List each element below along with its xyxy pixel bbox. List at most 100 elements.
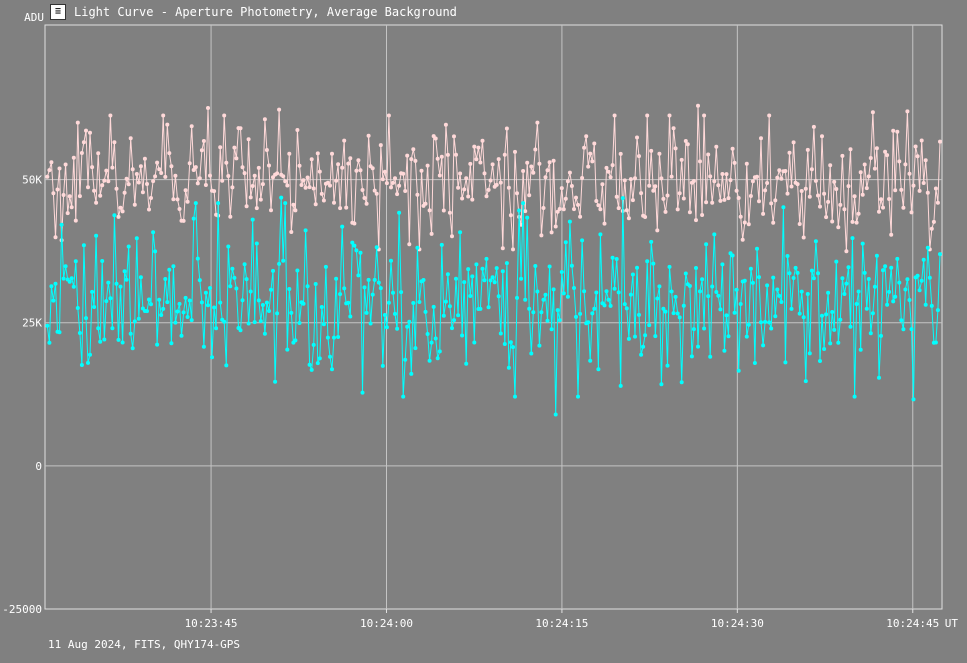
data-point	[551, 158, 556, 163]
data-point	[885, 153, 890, 158]
data-point	[689, 354, 694, 359]
data-point	[921, 181, 926, 185]
data-point	[535, 120, 540, 125]
data-point	[580, 176, 585, 180]
data-point	[63, 264, 68, 269]
data-point	[712, 232, 717, 237]
data-point	[317, 356, 322, 361]
data-point	[338, 206, 343, 211]
data-point	[321, 322, 326, 327]
x-tick-label: 10:24:00	[360, 617, 413, 630]
data-point	[90, 289, 95, 294]
data-point	[496, 157, 501, 162]
data-point	[120, 340, 125, 345]
data-point	[870, 311, 875, 316]
data-point	[389, 185, 393, 190]
data-point	[677, 315, 682, 320]
data-point	[643, 333, 648, 338]
data-point	[879, 333, 883, 338]
data-point	[738, 302, 743, 306]
data-point	[836, 340, 841, 345]
data-point	[862, 270, 867, 275]
data-point	[319, 191, 324, 196]
data-point	[887, 289, 892, 294]
data-point	[706, 294, 711, 299]
data-point	[661, 196, 666, 201]
data-point	[811, 276, 816, 281]
data-point	[317, 169, 322, 174]
data-point	[844, 249, 849, 254]
data-point	[403, 189, 408, 193]
data-point	[94, 200, 99, 205]
data-point	[393, 176, 397, 181]
data-point	[277, 107, 282, 112]
data-point	[580, 238, 585, 243]
data-point	[639, 191, 644, 196]
data-point	[466, 267, 471, 272]
data-point	[531, 310, 536, 315]
data-point	[234, 156, 239, 161]
data-point	[458, 230, 463, 235]
data-point	[543, 292, 548, 297]
data-point	[157, 167, 162, 172]
data-point	[578, 311, 583, 316]
data-point	[917, 288, 922, 293]
data-point	[929, 226, 934, 231]
data-point	[238, 328, 243, 333]
data-point	[77, 331, 82, 335]
data-point	[366, 133, 371, 138]
data-point	[913, 144, 918, 149]
data-point	[374, 191, 379, 196]
data-point	[303, 185, 308, 190]
data-point	[228, 284, 233, 289]
data-point	[775, 175, 780, 180]
data-point	[173, 320, 178, 325]
data-point	[275, 171, 280, 176]
data-point	[614, 194, 619, 199]
data-point	[541, 206, 546, 210]
data-point	[793, 265, 798, 270]
data-point	[610, 255, 615, 260]
data-point	[543, 175, 548, 180]
data-point	[488, 178, 493, 183]
data-point	[545, 318, 550, 323]
data-point	[561, 291, 566, 296]
data-point	[106, 280, 111, 285]
data-point	[903, 162, 908, 167]
data-point	[816, 193, 820, 198]
data-point	[889, 232, 894, 237]
data-point	[506, 365, 511, 370]
data-point	[590, 311, 595, 316]
data-point	[100, 183, 105, 188]
data-point	[618, 151, 623, 156]
data-point	[714, 144, 719, 149]
data-point	[226, 174, 231, 178]
data-point	[313, 282, 318, 286]
data-point	[132, 202, 137, 207]
data-point	[917, 188, 922, 193]
data-point	[909, 327, 914, 332]
x-axis-label: UT	[945, 617, 959, 630]
data-point	[635, 135, 639, 140]
data-point	[738, 214, 743, 219]
data-point	[624, 306, 629, 311]
data-point	[775, 287, 780, 292]
data-point	[523, 209, 528, 214]
data-point	[435, 156, 440, 161]
data-point	[191, 216, 196, 221]
data-point	[397, 183, 402, 188]
data-point	[547, 264, 552, 269]
data-point	[801, 315, 806, 320]
data-point	[470, 197, 475, 202]
data-point	[325, 335, 330, 340]
data-point	[679, 380, 684, 385]
data-point	[755, 174, 759, 179]
data-point	[696, 344, 700, 349]
data-point	[67, 194, 72, 199]
data-point	[494, 182, 499, 187]
light-curve-app-icon[interactable]: ≡	[50, 4, 66, 20]
data-point	[868, 331, 873, 336]
series-line-0	[46, 105, 941, 252]
data-point	[90, 165, 95, 170]
